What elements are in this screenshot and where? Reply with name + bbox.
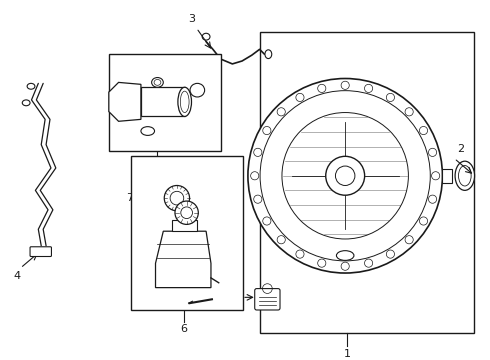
Circle shape — [419, 126, 428, 135]
Ellipse shape — [27, 84, 35, 89]
Text: 2: 2 — [457, 144, 464, 154]
FancyBboxPatch shape — [30, 247, 51, 256]
Bar — [141, 87, 185, 116]
Bar — [131, 156, 243, 310]
Circle shape — [296, 93, 304, 102]
Circle shape — [405, 236, 413, 244]
Ellipse shape — [141, 127, 154, 135]
Circle shape — [326, 156, 365, 195]
Polygon shape — [109, 82, 141, 121]
Text: 5: 5 — [154, 166, 161, 176]
Circle shape — [386, 93, 394, 102]
Bar — [260, 32, 473, 333]
Ellipse shape — [202, 33, 210, 40]
FancyBboxPatch shape — [255, 289, 280, 310]
Bar — [109, 54, 220, 152]
Circle shape — [386, 250, 394, 258]
Circle shape — [428, 195, 437, 203]
Circle shape — [341, 262, 349, 270]
Circle shape — [263, 217, 271, 225]
Circle shape — [428, 148, 437, 157]
Circle shape — [277, 236, 285, 244]
Bar — [442, 169, 452, 183]
Ellipse shape — [22, 100, 30, 106]
Circle shape — [336, 166, 355, 185]
Bar — [172, 220, 197, 231]
Circle shape — [248, 78, 442, 273]
Text: 4: 4 — [14, 271, 21, 281]
Circle shape — [365, 84, 373, 93]
Text: 7: 7 — [126, 193, 133, 203]
Circle shape — [277, 108, 285, 116]
Circle shape — [419, 217, 428, 225]
Ellipse shape — [265, 50, 272, 59]
Circle shape — [296, 250, 304, 258]
Circle shape — [318, 84, 326, 93]
Circle shape — [405, 108, 413, 116]
Polygon shape — [155, 231, 211, 288]
Circle shape — [263, 126, 271, 135]
Circle shape — [365, 259, 373, 267]
Text: 8: 8 — [231, 292, 238, 302]
Circle shape — [318, 259, 326, 267]
Circle shape — [341, 81, 349, 89]
Text: 3: 3 — [188, 14, 195, 24]
Circle shape — [164, 185, 190, 211]
Ellipse shape — [178, 87, 192, 116]
Ellipse shape — [455, 161, 474, 190]
Ellipse shape — [190, 84, 205, 97]
Text: 1: 1 — [343, 349, 351, 359]
Circle shape — [254, 148, 262, 157]
Circle shape — [251, 172, 259, 180]
Circle shape — [175, 201, 198, 224]
Ellipse shape — [151, 77, 163, 87]
Text: 6: 6 — [180, 324, 187, 334]
Circle shape — [254, 195, 262, 203]
Ellipse shape — [337, 251, 354, 260]
Circle shape — [432, 172, 440, 180]
